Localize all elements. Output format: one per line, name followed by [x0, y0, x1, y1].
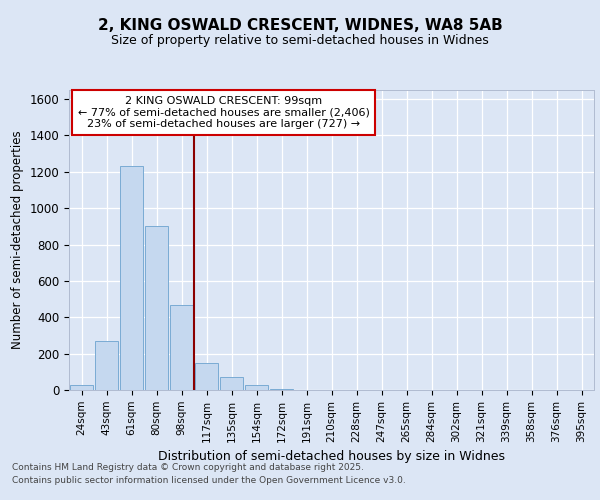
Text: Contains HM Land Registry data © Crown copyright and database right 2025.: Contains HM Land Registry data © Crown c… — [12, 462, 364, 471]
X-axis label: Distribution of semi-detached houses by size in Widnes: Distribution of semi-detached houses by … — [158, 450, 505, 463]
Text: 2, KING OSWALD CRESCENT, WIDNES, WA8 5AB: 2, KING OSWALD CRESCENT, WIDNES, WA8 5AB — [98, 18, 502, 32]
Text: Size of property relative to semi-detached houses in Widnes: Size of property relative to semi-detach… — [111, 34, 489, 47]
Bar — [194, 362, 218, 390]
Text: Contains public sector information licensed under the Open Government Licence v3: Contains public sector information licen… — [12, 476, 406, 485]
Bar — [220, 378, 244, 390]
Bar — [170, 304, 193, 390]
Bar — [95, 341, 118, 390]
Text: 2 KING OSWALD CRESCENT: 99sqm
← 77% of semi-detached houses are smaller (2,406)
: 2 KING OSWALD CRESCENT: 99sqm ← 77% of s… — [78, 96, 370, 129]
Bar — [119, 166, 143, 390]
Bar — [269, 389, 293, 390]
Bar — [70, 384, 94, 390]
Bar — [145, 226, 169, 390]
Bar — [245, 386, 268, 390]
Y-axis label: Number of semi-detached properties: Number of semi-detached properties — [11, 130, 24, 350]
